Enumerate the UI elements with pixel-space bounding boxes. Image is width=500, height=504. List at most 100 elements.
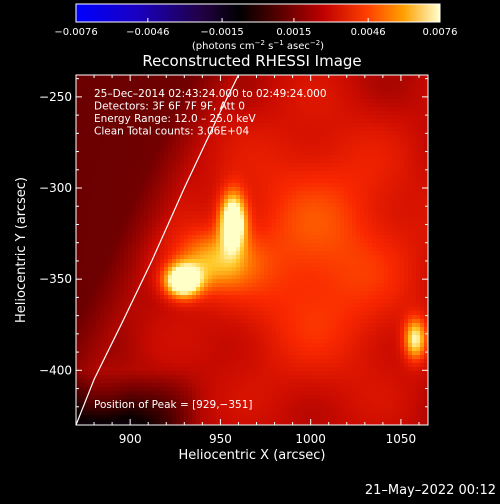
heatmap-pixel (124, 163, 129, 168)
heatmap-pixel (236, 247, 241, 252)
heatmap-pixel (240, 391, 245, 396)
heatmap-pixel (184, 227, 189, 232)
heatmap-pixel (296, 407, 301, 412)
heatmap-pixel (184, 151, 189, 156)
heatmap-pixel (132, 259, 137, 264)
heatmap-pixel (104, 267, 109, 272)
heatmap-pixel (136, 155, 141, 160)
heatmap-pixel (160, 351, 165, 356)
heatmap-pixel (272, 391, 277, 396)
heatmap-pixel (248, 355, 253, 360)
heatmap-pixel (200, 203, 205, 208)
heatmap-pixel (216, 163, 221, 168)
heatmap-pixel (164, 183, 169, 188)
heatmap-pixel (228, 367, 233, 372)
heatmap-pixel (288, 131, 293, 136)
heatmap-pixel (280, 399, 285, 404)
heatmap-pixel (168, 243, 173, 248)
heatmap-pixel (288, 111, 293, 116)
heatmap-pixel (248, 323, 253, 328)
heatmap-pixel (88, 215, 93, 220)
heatmap-pixel (180, 343, 185, 348)
heatmap-pixel (112, 227, 117, 232)
heatmap-pixel (212, 391, 217, 396)
heatmap-pixel (292, 247, 297, 252)
heatmap-pixel (284, 407, 289, 412)
heatmap-pixel (88, 259, 93, 264)
heatmap-pixel (140, 363, 145, 368)
heatmap-pixel (212, 315, 217, 320)
heatmap-pixel (240, 255, 245, 260)
heatmap-pixel (120, 175, 125, 180)
heatmap-pixel (84, 359, 89, 364)
heatmap-pixel (80, 395, 85, 400)
heatmap-pixel (212, 383, 217, 388)
heatmap-pixel (184, 311, 189, 316)
heatmap-pixel (228, 255, 233, 260)
heatmap-pixel (292, 367, 297, 372)
heatmap-pixel (196, 319, 201, 324)
heatmap-pixel (140, 387, 145, 392)
heatmap-pixel (124, 235, 129, 240)
heatmap-pixel (252, 139, 257, 144)
heatmap-pixel (152, 311, 157, 316)
heatmap-pixel (136, 219, 141, 224)
heatmap-pixel (268, 155, 273, 160)
heatmap-pixel (236, 267, 241, 272)
heatmap-pixel (80, 175, 85, 180)
heatmap-pixel (76, 343, 81, 348)
heatmap-pixel (204, 227, 209, 232)
heatmap-pixel (132, 143, 137, 148)
heatmap-pixel (104, 315, 109, 320)
heatmap-pixel (260, 211, 265, 216)
heatmap-pixel (148, 255, 153, 260)
heatmap-pixel (168, 231, 173, 236)
heatmap-pixel (224, 195, 229, 200)
heatmap-pixel (180, 215, 185, 220)
heatmap-pixel (80, 75, 85, 80)
heatmap-pixel (192, 207, 197, 212)
heatmap-pixel (168, 271, 173, 276)
heatmap-pixel (128, 155, 133, 160)
heatmap-pixel (220, 271, 225, 276)
heatmap-pixel (88, 115, 93, 120)
heatmap-pixel (136, 311, 141, 316)
heatmap-pixel (240, 239, 245, 244)
heatmap-pixel (164, 151, 169, 156)
heatmap-pixel (108, 327, 113, 332)
heatmap-pixel (272, 287, 277, 292)
heatmap-pixel (164, 195, 169, 200)
heatmap-pixel (260, 255, 265, 260)
heatmap-pixel (232, 323, 237, 328)
heatmap-pixel (136, 295, 141, 300)
heatmap-pixel (220, 275, 225, 280)
heatmap-pixel (76, 147, 81, 152)
heatmap-pixel (84, 363, 89, 368)
heatmap-pixel (216, 419, 221, 424)
heatmap-pixel (168, 155, 173, 160)
heatmap-pixel (148, 307, 153, 312)
heatmap-pixel (244, 267, 249, 272)
heatmap-pixel (108, 415, 113, 420)
heatmap-pixel (256, 283, 261, 288)
heatmap-pixel (264, 259, 269, 264)
heatmap-pixel (124, 271, 129, 276)
heatmap-pixel (248, 183, 253, 188)
heatmap-pixel (136, 203, 141, 208)
heatmap-pixel (96, 215, 101, 220)
heatmap-pixel (284, 111, 289, 116)
heatmap-pixel (100, 183, 105, 188)
heatmap-pixel (168, 171, 173, 176)
heatmap-pixel (80, 223, 85, 228)
heatmap-pixel (152, 143, 157, 148)
heatmap-pixel (252, 355, 257, 360)
heatmap-pixel (268, 247, 273, 252)
heatmap-pixel (272, 183, 277, 188)
heatmap-pixel (176, 319, 181, 324)
heatmap-pixel (148, 359, 153, 364)
heatmap-pixel (200, 315, 205, 320)
heatmap-pixel (116, 155, 121, 160)
heatmap-pixel (172, 143, 177, 148)
heatmap-pixel (96, 227, 101, 232)
heatmap-pixel (268, 227, 273, 232)
